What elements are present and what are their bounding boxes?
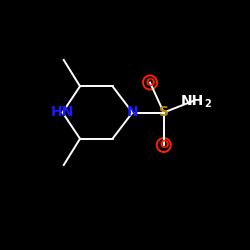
Text: O: O: [159, 140, 168, 150]
Text: NH: NH: [181, 94, 204, 108]
Text: 2: 2: [204, 99, 212, 109]
Text: HN: HN: [51, 106, 74, 120]
Text: S: S: [159, 106, 169, 120]
Text: O: O: [145, 78, 155, 88]
Text: N: N: [127, 106, 138, 120]
